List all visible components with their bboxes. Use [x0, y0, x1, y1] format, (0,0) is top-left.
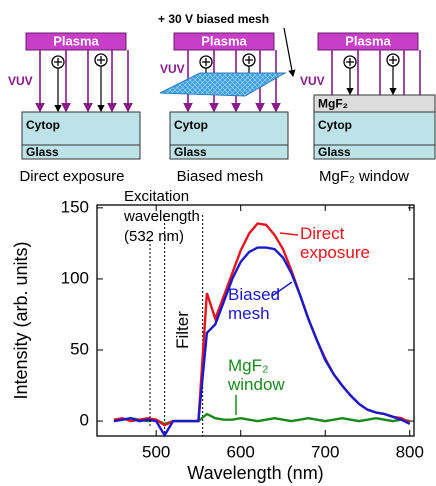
y-tick-label: 0: [80, 411, 89, 430]
plasma-label: Plasma: [345, 33, 391, 48]
legend-label: Direct exposure: [300, 224, 380, 262]
panel-caption: Direct exposure: [19, 168, 124, 185]
plasma-label: Plasma: [53, 33, 99, 48]
mesh: [160, 73, 285, 96]
layer-label: Glass: [174, 145, 207, 159]
layer-label: Cytop: [26, 118, 60, 132]
pointer: [280, 233, 298, 235]
y-tick-label: 150: [61, 197, 89, 216]
layer-label: MgF₂: [318, 97, 348, 111]
vuv-label: VUV: [160, 62, 185, 76]
panel-caption: MgF₂ window: [319, 168, 409, 185]
x-tick-label: 600: [227, 442, 255, 461]
vuv-label: VUV: [8, 74, 33, 88]
mesh-pointer: [284, 28, 293, 76]
layer-label: Glass: [318, 145, 351, 159]
layer-label: Cytop: [174, 118, 208, 132]
plasma-label: Plasma: [201, 33, 247, 48]
x-tick-label: 800: [396, 442, 424, 461]
filter-label: Filter: [173, 311, 192, 349]
vuv-label: VUV: [300, 74, 325, 88]
y-tick-label: 100: [61, 268, 89, 287]
x-tick-label: 500: [142, 442, 170, 461]
y-tick-label: 50: [70, 339, 89, 358]
layer-label: Cytop: [318, 118, 352, 132]
legend-label: MgF₂ window: [228, 356, 298, 394]
panel-caption: Biased mesh: [177, 168, 264, 185]
layer-label: Glass: [26, 145, 59, 159]
series-line: [114, 248, 410, 436]
mesh-label: + 30 V biased mesh: [158, 12, 269, 26]
x-axis-label: Wavelength (nm): [187, 463, 323, 483]
y-axis-label: Intensity (arb. units): [11, 241, 31, 399]
figure: Plasma VUV Cytop Glass Direct exposure Plasma…: [0, 0, 436, 486]
excitation-label: Excitation wavelength (532 nm): [124, 187, 224, 247]
x-tick-label: 700: [311, 442, 339, 461]
legend-label: Biased mesh: [228, 285, 298, 323]
